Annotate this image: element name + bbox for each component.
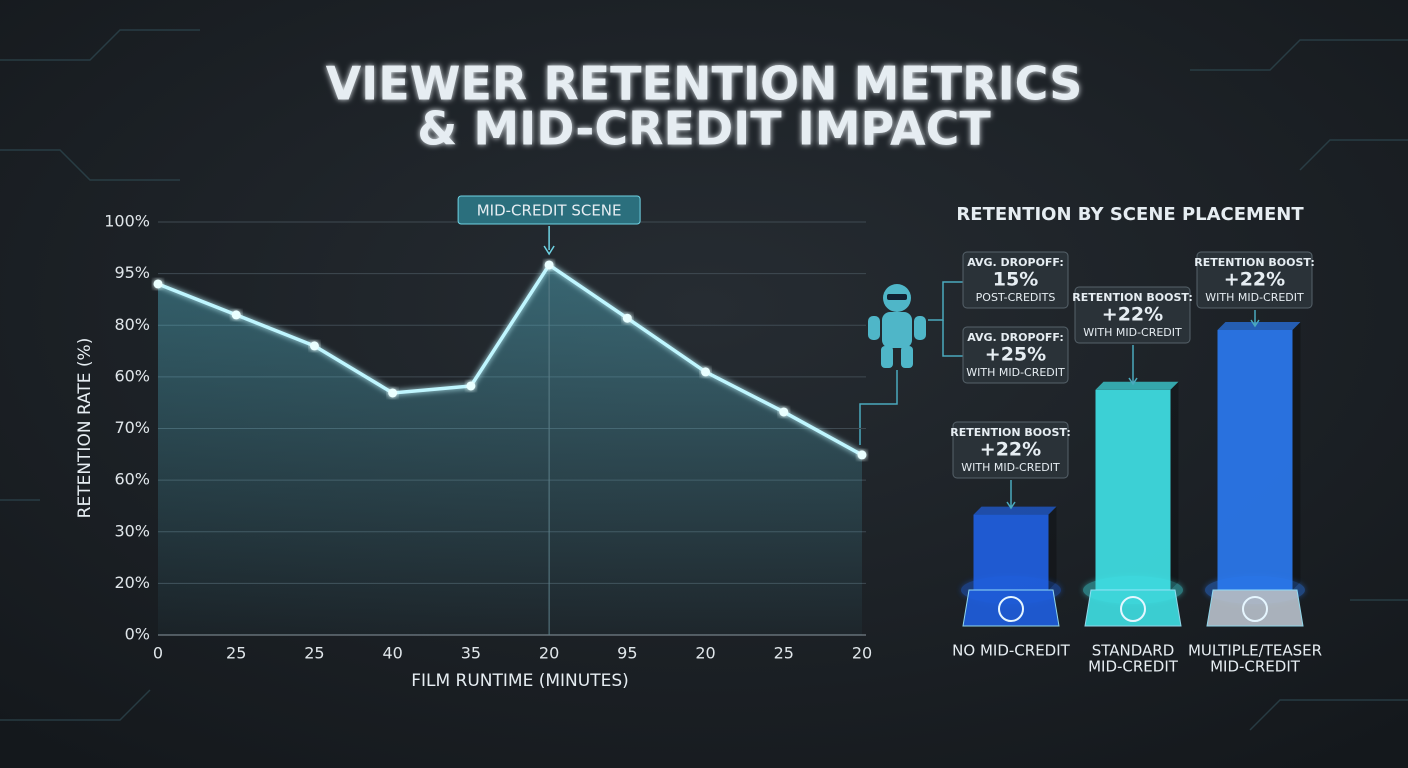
bar (1217, 330, 1293, 590)
point (388, 388, 398, 398)
point (153, 279, 163, 289)
x-tick-label: 0 (153, 644, 163, 663)
title-line: VIEWER RETENTION METRICS (326, 57, 1083, 111)
callout-value: +22% (1224, 269, 1285, 291)
annotation-box (457, 195, 641, 225)
x-tick-label: 40 (382, 644, 402, 663)
callout-value: +22% (980, 439, 1041, 461)
callout: AVG. DROPOFF:+25%WITH MID-CREDIT (962, 326, 1069, 384)
bar (973, 514, 1049, 590)
y-tick-label: 0% (125, 625, 150, 644)
x-tick-label: MID-CREDIT (1210, 658, 1301, 676)
callout-box (952, 421, 1069, 479)
bar-side (1170, 381, 1179, 590)
callout-arrow (1128, 345, 1138, 386)
callout: RETENTION BOOST:+22%WITH MID-CREDIT (1194, 251, 1315, 328)
x-axis-label: FILM RUNTIME (MINUTES) (411, 671, 629, 691)
connectors (859, 281, 963, 445)
x-tick-label: 95 (617, 644, 637, 663)
callout-value: +22% (1102, 304, 1163, 326)
callout: RETENTION BOOST:+22%WITH MID-CREDIT (950, 421, 1071, 510)
callout-arrow (1250, 310, 1260, 328)
y-tick-label: 20% (114, 573, 150, 592)
bar-top (1217, 322, 1301, 330)
callout-label: RETENTION BOOST: (1194, 256, 1315, 269)
y-tick-label: 60% (114, 470, 150, 489)
y-tick-label: 100% (104, 212, 150, 231)
x-tick-label: 20 (852, 644, 872, 663)
point (544, 260, 554, 270)
pedestal-emblem (1242, 596, 1268, 622)
pedestal-emblem (1120, 596, 1146, 622)
callout-value: +25% (985, 344, 1046, 366)
y-tick-label: 70% (114, 418, 150, 437)
callout-box (962, 326, 1069, 384)
y-tick-label: 60% (114, 366, 150, 385)
callout-note: WITH MID-CREDIT (961, 461, 1060, 474)
point (231, 310, 241, 320)
robot-icon (868, 284, 926, 368)
x-tick-label: 25 (774, 644, 794, 663)
x-tick-label: STANDARD (1092, 642, 1175, 660)
callout-value: 15% (993, 269, 1038, 291)
point (466, 381, 476, 391)
callout-note: WITH MID-CREDIT (1083, 326, 1182, 339)
annotation-text: MID-CREDIT SCENE (477, 202, 622, 220)
callout-label: RETENTION BOOST: (1072, 291, 1193, 304)
x-tick-label: 20 (695, 644, 715, 663)
x-tick-label: MID-CREDIT (1088, 658, 1179, 676)
pedestal (962, 589, 1060, 627)
y-tick-label: 80% (114, 315, 150, 334)
callout-arrow (1006, 480, 1016, 510)
callout-label: RETENTION BOOST: (950, 426, 1071, 439)
annotation-arrow (543, 226, 555, 256)
callout-box (1196, 251, 1313, 309)
bar-top (1095, 381, 1179, 390)
bar-side (1292, 322, 1301, 590)
y-tick-label: 95% (114, 263, 150, 282)
callout: AVG. DROPOFF:15%POST-CREDITS (962, 251, 1069, 309)
point (779, 407, 789, 417)
bar-side (1048, 506, 1057, 590)
callout-box (1074, 286, 1191, 344)
callout-box (962, 251, 1069, 309)
callout-label: AVG. DROPOFF: (967, 256, 1064, 269)
circuit-decor (0, 29, 1408, 731)
point (857, 450, 867, 460)
bar (1095, 389, 1171, 590)
bar-top (973, 506, 1057, 515)
point (309, 341, 319, 351)
x-tick-label: 25 (226, 644, 246, 663)
x-tick-label: NO MID-CREDIT (952, 642, 1070, 660)
pedestal-emblem (998, 596, 1024, 622)
area (158, 264, 862, 635)
chart-title: RETENTION BY SCENE PLACEMENT (956, 204, 1304, 225)
x-tick-label: 20 (539, 644, 559, 663)
callout-note: POST-CREDITS (976, 291, 1056, 304)
x-tick-label: MULTIPLE/TEASER (1188, 642, 1322, 660)
pedestal (1084, 589, 1182, 627)
x-tick-label: 25 (304, 644, 324, 663)
pedestal (1206, 589, 1304, 627)
annotation: MID-CREDIT SCENE (457, 195, 641, 256)
y-axis-label: RETENTION RATE (%) (75, 338, 95, 519)
x-tick-label: 35 (461, 644, 481, 663)
point (701, 367, 711, 377)
callout-note: WITH MID-CREDIT (966, 366, 1065, 379)
title-line: & MID-CREDIT IMPACT (417, 102, 991, 156)
callout: RETENTION BOOST:+22%WITH MID-CREDIT (1072, 286, 1193, 386)
y-tick-label: 30% (114, 521, 150, 540)
callout-note: WITH MID-CREDIT (1205, 291, 1304, 304)
point (622, 313, 632, 323)
callout-label: AVG. DROPOFF: (967, 331, 1064, 344)
line (157, 262, 863, 457)
